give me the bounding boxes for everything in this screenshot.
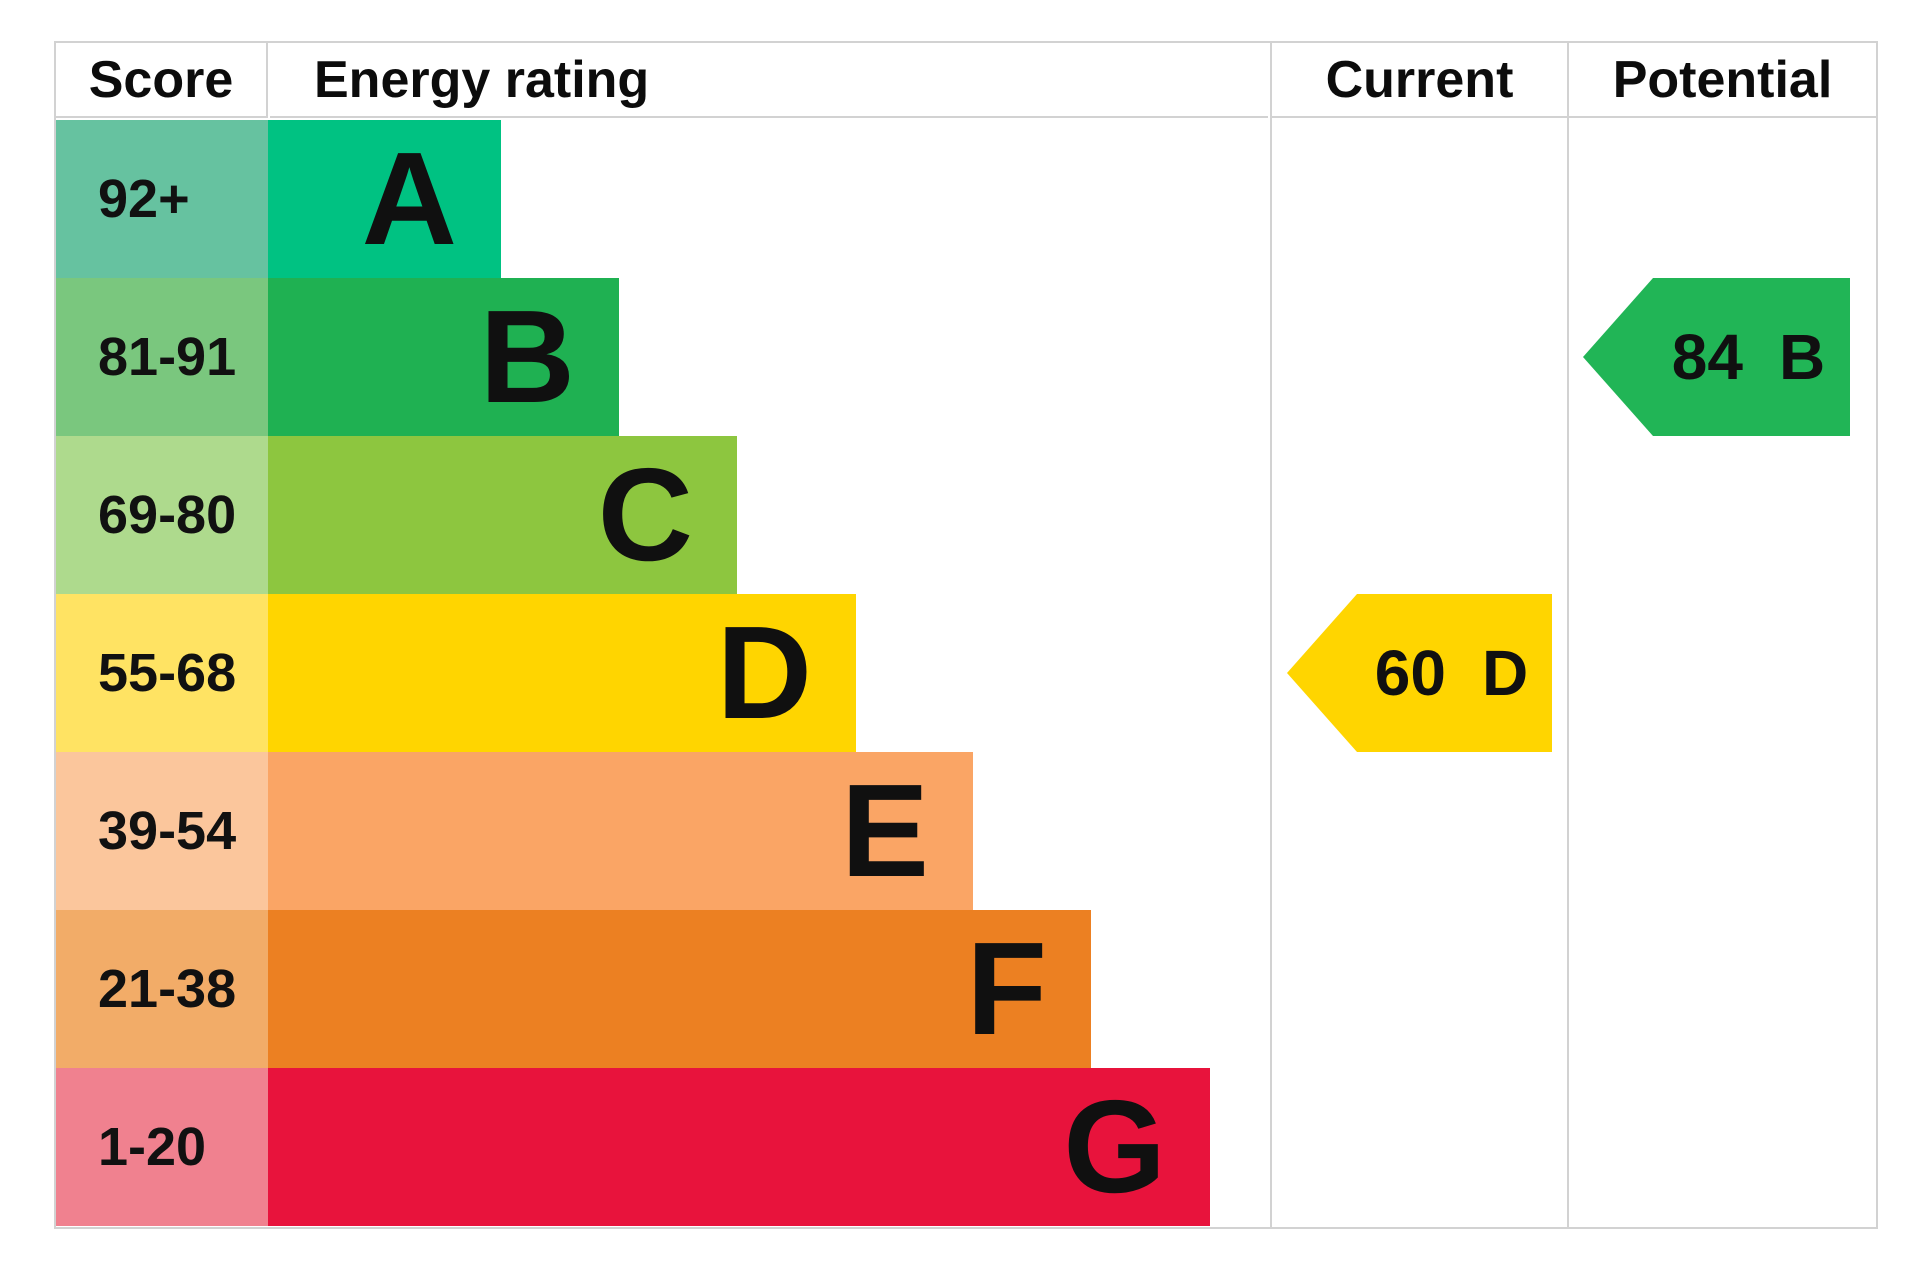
grade-letter: A bbox=[361, 125, 457, 272]
potential-grade-letter: B bbox=[1778, 321, 1826, 393]
rating-bar-d: D bbox=[268, 594, 856, 752]
rating-row-d: 55-68 D bbox=[56, 594, 1270, 752]
rating-bar-g: G bbox=[268, 1068, 1210, 1226]
current-rating-arrow: 60 D bbox=[1287, 594, 1552, 752]
grade-letter: D bbox=[716, 599, 812, 746]
potential-score-value: 84 bbox=[1671, 321, 1743, 393]
score-band-label: 1-20 bbox=[56, 1068, 268, 1226]
grade-letter: B bbox=[479, 283, 575, 430]
rating-bar-e: E bbox=[268, 752, 973, 910]
score-band-label: 69-80 bbox=[56, 436, 268, 594]
rating-bar-a: A bbox=[268, 120, 501, 278]
rating-row-b: 81-91 B bbox=[56, 278, 1270, 436]
column-header-current: Current bbox=[1272, 43, 1567, 118]
rating-row-c: 69-80 C bbox=[56, 436, 1270, 594]
score-band-label: 39-54 bbox=[56, 752, 268, 910]
current-grade-letter: D bbox=[1481, 637, 1529, 709]
current-rating-text: 60 D bbox=[1375, 636, 1528, 710]
rating-bar-c: C bbox=[268, 436, 737, 594]
score-band-label: 21-38 bbox=[56, 910, 268, 1068]
grade-letter: F bbox=[966, 915, 1047, 1062]
rating-row-e: 39-54 E bbox=[56, 752, 1270, 910]
grade-letter: G bbox=[1063, 1073, 1166, 1220]
score-band-label: 55-68 bbox=[56, 594, 268, 752]
grade-letter: C bbox=[597, 441, 693, 588]
rating-table: Score Energy rating Current Potential 92… bbox=[54, 41, 1878, 1229]
score-band-label: 92+ bbox=[56, 120, 268, 278]
rating-row-g: 1-20 G bbox=[56, 1068, 1270, 1226]
current-column-divider bbox=[1270, 43, 1272, 1227]
column-header-potential: Potential bbox=[1569, 43, 1876, 118]
potential-rating-arrow: 84 B bbox=[1583, 278, 1850, 436]
rating-bar-b: B bbox=[268, 278, 619, 436]
rating-bar-f: F bbox=[268, 910, 1091, 1068]
potential-column-divider bbox=[1567, 43, 1569, 1227]
column-header-score: Score bbox=[56, 43, 268, 118]
column-header-energy-rating: Energy rating bbox=[270, 43, 1268, 118]
potential-rating-text: 84 B bbox=[1672, 320, 1825, 394]
current-score-value: 60 bbox=[1374, 637, 1446, 709]
rating-row-f: 21-38 F bbox=[56, 910, 1270, 1068]
score-band-label: 81-91 bbox=[56, 278, 268, 436]
rating-row-a: 92+ A bbox=[56, 120, 1270, 278]
grade-letter: E bbox=[840, 757, 929, 904]
